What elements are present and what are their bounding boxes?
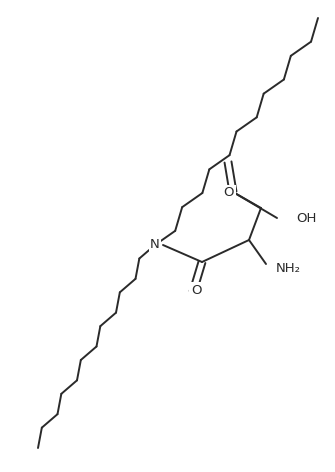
Text: OH: OH [296, 211, 316, 225]
Text: O: O [224, 186, 234, 200]
Text: N: N [150, 238, 160, 252]
Text: NH₂: NH₂ [276, 261, 301, 275]
Text: O: O [191, 284, 201, 296]
